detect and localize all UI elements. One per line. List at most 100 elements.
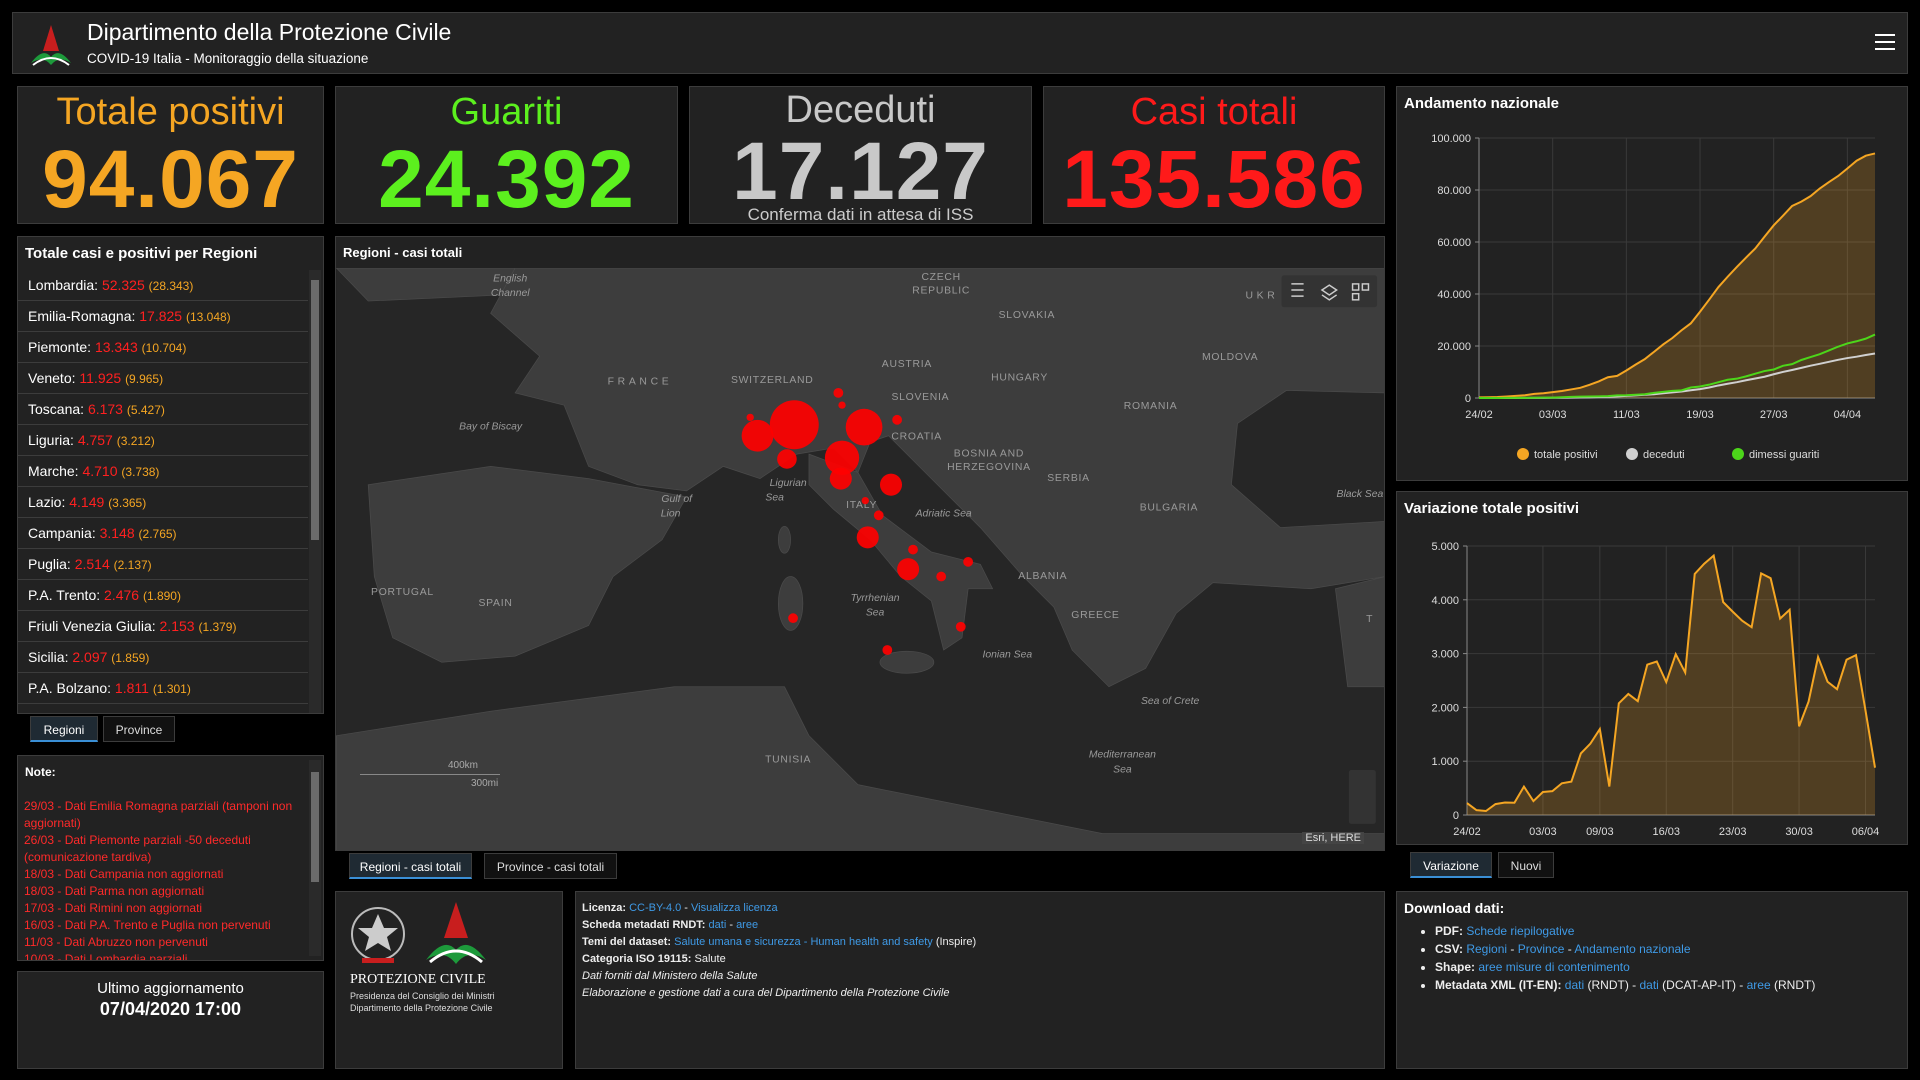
tab[interactable]: Variazione (1410, 852, 1492, 878)
y-tick-label: 100.000 (1431, 133, 1471, 145)
info-line: Categoria ISO 19115: Salute (582, 951, 976, 968)
y-tick-label: 40.000 (1437, 289, 1471, 301)
map-label: T (1366, 614, 1373, 625)
link[interactable]: dati (1639, 978, 1659, 992)
link[interactable]: aree misure di contenimento (1478, 960, 1630, 974)
region-positive: (10.704) (141, 341, 187, 355)
text: (RNDT) (1770, 978, 1816, 992)
map[interactable]: English Channel CZECH REPUBLIC SLOVAKIA UKR FR… (336, 268, 1385, 851)
region-total: 4.757 (77, 432, 113, 448)
region-row: Veneto: 11.925 (9.965) (18, 363, 308, 394)
scrollbar[interactable] (309, 270, 321, 713)
text: CSV: (1435, 942, 1467, 956)
map-label: SPAIN (478, 598, 512, 609)
y-tick-label: 3.000 (1431, 649, 1459, 661)
header-title: Dipartimento della Protezione Civile (87, 19, 452, 45)
link[interactable]: Andamento nazionale (1574, 942, 1691, 956)
download-item: Shape: aree misure di contenimento (1435, 958, 1815, 976)
scale-bar (360, 774, 500, 775)
notes-panel: Note: 29/03 - Dati Emilia Romagna parzia… (17, 755, 324, 961)
tab[interactable]: Regioni - casi totali (349, 853, 472, 879)
region-name: Puglia: (28, 556, 71, 572)
map-label: CZECH (921, 272, 960, 283)
link[interactable]: Salute umana e sicurezza - Human health … (674, 936, 933, 948)
region-name: Friuli Venezia Giulia: (28, 618, 156, 634)
legend-label: totale positivi (1534, 449, 1598, 461)
menu-button[interactable] (1875, 33, 1895, 51)
link[interactable]: aree (736, 919, 759, 931)
map-panel: Regioni - casi totali English Channel CZEC… (335, 236, 1385, 851)
info-line: Temi del dataset: Salute umana e sicurez… (582, 934, 976, 951)
chart-title: Andamento nazionale (1404, 95, 1560, 112)
link[interactable]: Schede riepilogative (1466, 924, 1575, 938)
link[interactable]: Visualizza licenza (691, 902, 778, 914)
link[interactable]: aree (1746, 978, 1771, 992)
kpi-value: 24.392 (378, 134, 635, 224)
text: - (1507, 942, 1518, 956)
info-line: Elaborazione e gestione dati a cura del … (582, 985, 976, 1002)
chart: 0 20.000 40.000 60.000 80.000 100.000 24/02 03/… (1431, 133, 1876, 461)
text: Metadata XML (IT-EN): (1435, 978, 1565, 992)
map-label: English (493, 273, 527, 284)
region-positive: (3.738) (121, 465, 160, 479)
chart-panel: Variazione totale positivi 0 1.000 2.000 3.… (1396, 491, 1908, 845)
region-total: 13.343 (94, 339, 138, 355)
map-label: PORTUGAL (371, 587, 434, 598)
info-line: Dati forniti dal Ministero della Salute (582, 968, 976, 985)
text: - (681, 902, 692, 914)
region-row: P.A. Bolzano: 1.811 (1.301) (18, 673, 308, 704)
notes-list: 29/03 - Dati Emilia Romagna parziali (ta… (24, 798, 304, 961)
note: 10/03 - Dati Lombardia parziali (24, 952, 188, 961)
note: 18/03 - Dati Parma non aggiornati (24, 884, 205, 898)
text: PDF: (1435, 924, 1467, 938)
zoom-control[interactable] (1348, 769, 1376, 824)
x-tick-label: 24/02 (1465, 409, 1493, 421)
map-label: Lion (661, 509, 681, 520)
kpi-card: Totale positivi 94.067 (17, 86, 324, 224)
region-total: 4.149 (69, 494, 105, 510)
map-label: MOLDOVA (1202, 352, 1258, 363)
region-positive: (28.343) (148, 279, 194, 293)
region-positive: (1.859) (111, 651, 150, 665)
kpi-card: Deceduti 17.127 Conferma dati in attesa di… (689, 86, 1032, 224)
map-label: ALBANIA (1018, 571, 1067, 582)
tab[interactable]: Nuovi (1498, 852, 1554, 878)
y-tick-label: 0 (1465, 393, 1471, 405)
tab[interactable]: Province - casi totali (484, 853, 617, 879)
region-total: 2.153 (159, 618, 195, 634)
update-label: Ultimo aggiornamento (97, 980, 244, 997)
note: 26/03 - Dati Piemonte parziali -50 deced… (24, 833, 251, 864)
y-tick-label: 20.000 (1437, 341, 1471, 353)
region-row: Puglia: 2.514 (2.137) (18, 549, 308, 580)
link[interactable]: dati (1564, 978, 1585, 992)
region-positive: (1.890) (142, 589, 181, 603)
download-list: PDF: Schede riepilogativeCSV: Regioni - … (1397, 922, 1815, 994)
text: Elaborazione e gestione dati a cura del … (582, 987, 950, 999)
panel-title: Regioni - casi totali (343, 245, 463, 260)
link[interactable]: dati (708, 919, 727, 931)
scrollbar[interactable] (309, 760, 321, 956)
link[interactable]: Province (1517, 942, 1565, 956)
update-value: 07/04/2020 17:00 (99, 999, 242, 1019)
link[interactable]: Regioni (1466, 942, 1508, 956)
tab[interactable]: Province (103, 716, 175, 742)
link[interactable]: CC-BY-4.0 (629, 902, 682, 914)
region-row: Friuli Venezia Giulia: 2.153 (1.379) (18, 611, 308, 642)
tab[interactable]: Regioni (30, 716, 98, 742)
map-toolbar[interactable] (1281, 275, 1378, 308)
x-tick-label: 19/03 (1686, 409, 1714, 421)
map-label: TUNISIA (765, 755, 811, 766)
region-name: Sicilia: (28, 649, 69, 665)
text: (Inspire) (932, 936, 977, 948)
map-label: SWITZERLAND (731, 375, 814, 386)
region-row: Marche: 4.710 (3.738) (18, 456, 308, 487)
note: 11/03 - Dati Abruzzo non pervenuti (24, 935, 208, 949)
attribution: Esri, HERE (1302, 832, 1364, 844)
x-tick-label: 04/04 (1834, 409, 1862, 421)
region-total: 17.825 (139, 308, 183, 324)
text: Salute (694, 953, 726, 965)
line (1466, 553, 1876, 813)
y-tick-label: 0 (1453, 810, 1459, 822)
kpi-title: Deceduti (785, 89, 936, 131)
